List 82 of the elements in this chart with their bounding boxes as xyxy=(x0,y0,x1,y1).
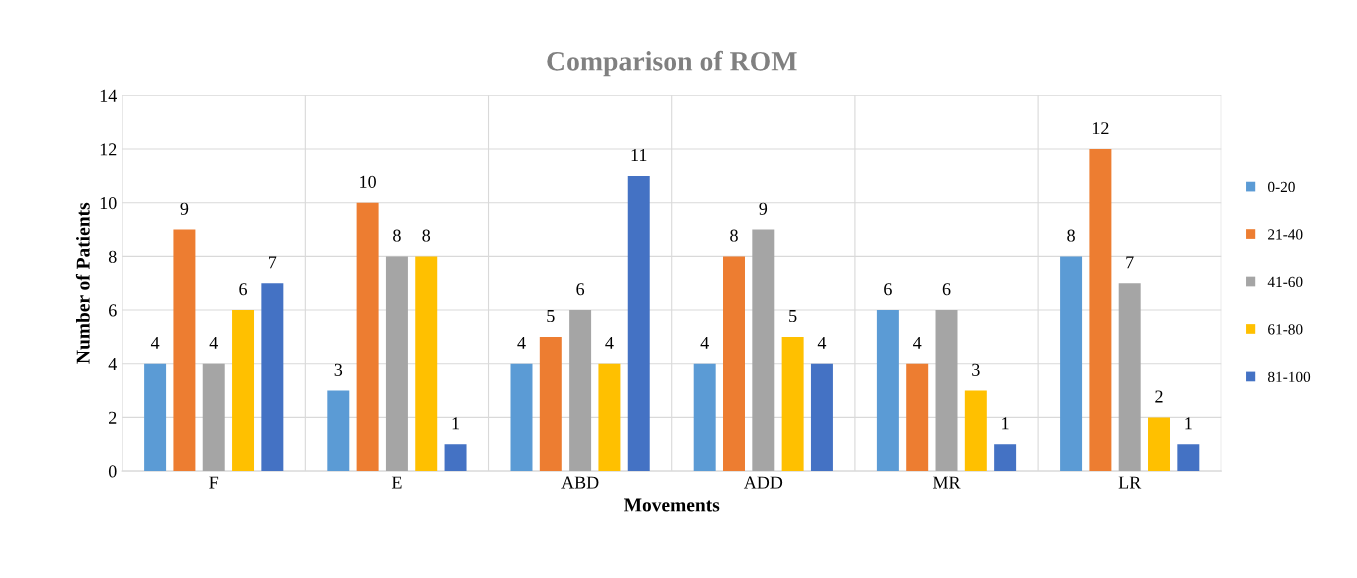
bar xyxy=(415,256,438,472)
data-label: 4 xyxy=(817,336,827,349)
y-tick-label: 14 xyxy=(100,89,117,102)
data-label: 8 xyxy=(730,229,738,242)
bar xyxy=(935,310,958,472)
data-label: 8 xyxy=(393,229,401,242)
data-label: 3 xyxy=(334,363,343,376)
bar xyxy=(598,363,621,472)
bar xyxy=(1089,149,1112,472)
bar xyxy=(627,175,650,472)
bar xyxy=(1118,283,1141,472)
bar xyxy=(510,363,533,472)
data-label: 10 xyxy=(360,175,376,188)
bar xyxy=(173,229,196,472)
bar xyxy=(994,444,1017,472)
legend-label: 81-100 xyxy=(1268,371,1311,382)
bar xyxy=(723,256,745,472)
bar xyxy=(964,390,987,472)
bar xyxy=(385,256,408,472)
data-label: 6 xyxy=(576,283,585,296)
data-label: 1 xyxy=(1185,417,1192,430)
bar xyxy=(144,363,167,472)
data-label: 2 xyxy=(1155,390,1163,403)
data-label: 4 xyxy=(150,336,160,349)
bar xyxy=(569,310,592,472)
legend-label: 61-80 xyxy=(1268,324,1303,335)
x-tick-label: F xyxy=(209,476,219,489)
bar xyxy=(327,390,350,472)
data-label: 4 xyxy=(913,336,922,349)
bar xyxy=(781,336,804,472)
data-label: 4 xyxy=(209,336,218,349)
legend-label: 21-40 xyxy=(1268,229,1303,240)
data-label: 4 xyxy=(517,336,526,349)
data-label: 12 xyxy=(1092,122,1109,135)
legend-label: 41-60 xyxy=(1267,276,1303,288)
data-label: 8 xyxy=(422,229,431,242)
bar xyxy=(906,363,929,472)
bar xyxy=(539,336,562,472)
data-label: 7 xyxy=(269,256,277,269)
legend-label: 0-20 xyxy=(1268,181,1295,193)
x-tick-label: E xyxy=(391,476,402,489)
bar xyxy=(232,310,255,472)
bar xyxy=(1060,256,1083,472)
y-tick-label: 0 xyxy=(108,465,117,478)
bar xyxy=(876,310,899,472)
y-axis-title: Number of Patients xyxy=(75,202,90,364)
data-label: 6 xyxy=(942,283,951,296)
bar xyxy=(810,363,833,472)
data-label: 9 xyxy=(759,202,768,215)
data-label: 11 xyxy=(631,149,647,161)
data-label: 8 xyxy=(1067,229,1075,242)
bar xyxy=(356,202,379,472)
y-tick-label: 12 xyxy=(100,143,117,156)
data-label: 3 xyxy=(972,363,980,376)
bar xyxy=(261,283,284,472)
data-label: 1 xyxy=(452,417,459,430)
y-tick-label: 2 xyxy=(109,411,117,424)
bar xyxy=(693,363,716,472)
data-label: 6 xyxy=(884,283,892,296)
y-tick-label: 10 xyxy=(100,196,117,210)
data-label: 5 xyxy=(789,310,797,323)
x-axis-title: Movements xyxy=(623,498,720,512)
chart-title: Comparison of ROM xyxy=(547,50,797,77)
data-label: 6 xyxy=(239,283,248,296)
data-label: 7 xyxy=(1126,256,1134,269)
bar xyxy=(752,229,775,472)
bar xyxy=(1177,444,1200,472)
y-tick-label: 4 xyxy=(108,358,117,370)
bar xyxy=(1148,417,1171,472)
y-tick-label: 6 xyxy=(109,304,117,317)
y-tick-label: 8 xyxy=(108,250,117,263)
bar xyxy=(202,363,225,472)
data-label: 1 xyxy=(1002,417,1009,430)
data-label: 4 xyxy=(700,336,709,349)
data-label: 9 xyxy=(180,202,189,215)
data-label: 5 xyxy=(547,310,555,323)
x-tick-label: MR xyxy=(932,476,961,489)
data-label: 4 xyxy=(605,336,614,349)
x-tick-label: ADD xyxy=(743,476,783,489)
bar xyxy=(444,444,467,472)
x-tick-label: ABD xyxy=(561,476,599,489)
x-tick-label: LR xyxy=(1118,476,1142,489)
